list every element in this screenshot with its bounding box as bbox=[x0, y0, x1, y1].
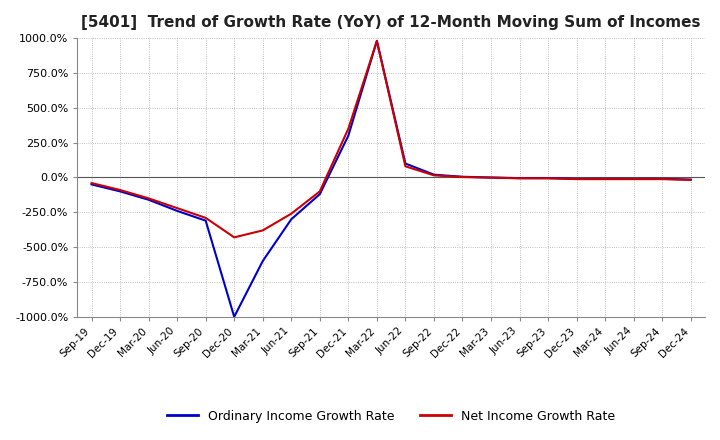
Net Income Growth Rate bbox=[144, 196, 153, 201]
Ordinary Income Growth Rate bbox=[116, 189, 125, 194]
Net Income Growth Rate bbox=[600, 176, 609, 182]
Net Income Growth Rate bbox=[315, 189, 324, 194]
Ordinary Income Growth Rate bbox=[600, 176, 609, 181]
Ordinary Income Growth Rate bbox=[315, 191, 324, 197]
Ordinary Income Growth Rate bbox=[173, 208, 181, 213]
Net Income Growth Rate bbox=[516, 176, 524, 181]
Net Income Growth Rate bbox=[544, 176, 552, 181]
Net Income Growth Rate bbox=[230, 235, 238, 240]
Ordinary Income Growth Rate bbox=[430, 172, 438, 177]
Ordinary Income Growth Rate bbox=[658, 176, 667, 181]
Line: Ordinary Income Growth Rate: Ordinary Income Growth Rate bbox=[91, 41, 690, 317]
Net Income Growth Rate bbox=[401, 164, 410, 169]
Ordinary Income Growth Rate bbox=[544, 176, 552, 181]
Net Income Growth Rate bbox=[258, 228, 267, 233]
Net Income Growth Rate bbox=[372, 38, 381, 44]
Ordinary Income Growth Rate bbox=[287, 216, 296, 222]
Title: [5401]  Trend of Growth Rate (YoY) of 12-Month Moving Sum of Incomes: [5401] Trend of Growth Rate (YoY) of 12-… bbox=[81, 15, 701, 30]
Ordinary Income Growth Rate bbox=[344, 133, 353, 138]
Ordinary Income Growth Rate bbox=[87, 182, 96, 187]
Net Income Growth Rate bbox=[629, 176, 638, 182]
Net Income Growth Rate bbox=[87, 180, 96, 186]
Net Income Growth Rate bbox=[116, 187, 125, 193]
Net Income Growth Rate bbox=[173, 205, 181, 211]
Line: Net Income Growth Rate: Net Income Growth Rate bbox=[91, 41, 690, 237]
Ordinary Income Growth Rate bbox=[629, 176, 638, 181]
Net Income Growth Rate bbox=[287, 211, 296, 216]
Ordinary Income Growth Rate bbox=[458, 174, 467, 180]
Net Income Growth Rate bbox=[202, 215, 210, 220]
Net Income Growth Rate bbox=[572, 176, 581, 182]
Ordinary Income Growth Rate bbox=[144, 197, 153, 202]
Net Income Growth Rate bbox=[658, 176, 667, 182]
Ordinary Income Growth Rate bbox=[202, 218, 210, 223]
Net Income Growth Rate bbox=[430, 173, 438, 178]
Ordinary Income Growth Rate bbox=[686, 177, 695, 182]
Net Income Growth Rate bbox=[458, 174, 467, 180]
Ordinary Income Growth Rate bbox=[516, 176, 524, 181]
Net Income Growth Rate bbox=[686, 177, 695, 183]
Ordinary Income Growth Rate bbox=[572, 176, 581, 181]
Ordinary Income Growth Rate bbox=[258, 258, 267, 264]
Ordinary Income Growth Rate bbox=[230, 314, 238, 319]
Legend: Ordinary Income Growth Rate, Net Income Growth Rate: Ordinary Income Growth Rate, Net Income … bbox=[162, 405, 620, 428]
Ordinary Income Growth Rate bbox=[401, 161, 410, 166]
Ordinary Income Growth Rate bbox=[372, 38, 381, 44]
Net Income Growth Rate bbox=[344, 126, 353, 131]
Net Income Growth Rate bbox=[487, 175, 495, 180]
Ordinary Income Growth Rate bbox=[487, 175, 495, 180]
